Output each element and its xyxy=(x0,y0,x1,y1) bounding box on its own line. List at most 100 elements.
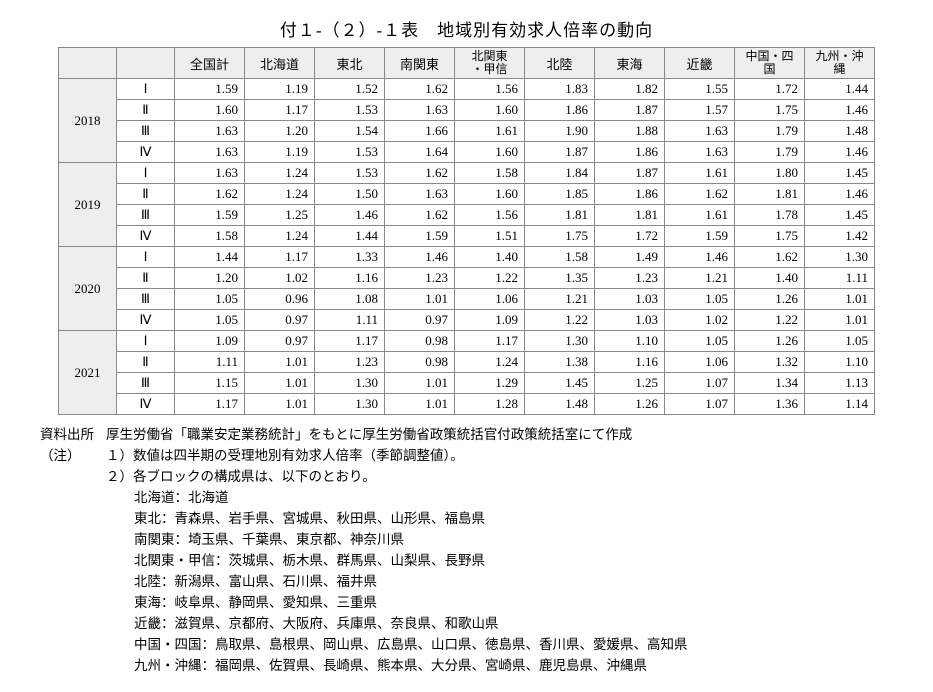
value-cell: 1.46 xyxy=(805,142,875,163)
value-cell: 1.24 xyxy=(245,163,315,184)
blank-header xyxy=(117,48,175,79)
value-cell: 1.56 xyxy=(455,205,525,226)
note-2: ２）各ブロックの構成県は、以下のとおり。 xyxy=(106,467,913,488)
value-cell: 1.19 xyxy=(245,79,315,100)
block-line: 中国・四国：鳥取県、島根県、岡山県、広島県、山口県、徳島県、香川県、愛媛県、高知… xyxy=(134,635,913,656)
value-cell: 1.82 xyxy=(595,79,665,100)
value-cell: 0.96 xyxy=(245,289,315,310)
value-cell: 1.01 xyxy=(805,310,875,331)
value-cell: 1.58 xyxy=(175,226,245,247)
value-cell: 1.19 xyxy=(245,142,315,163)
value-cell: 1.17 xyxy=(175,394,245,415)
value-cell: 1.45 xyxy=(805,205,875,226)
value-cell: 1.72 xyxy=(595,226,665,247)
value-cell: 1.63 xyxy=(175,163,245,184)
value-cell: 1.53 xyxy=(315,163,385,184)
value-cell: 1.64 xyxy=(385,142,455,163)
block-line: 九州・沖縄：福岡県、佐賀県、長崎県、熊本県、大分県、宮崎県、鹿児島県、沖縄県 xyxy=(134,656,913,677)
col-header: 九州・沖縄 xyxy=(805,48,875,79)
value-cell: 1.32 xyxy=(735,352,805,373)
value-cell: 1.62 xyxy=(385,163,455,184)
table-row: 2018Ⅰ1.591.191.521.621.561.831.821.551.7… xyxy=(59,79,875,100)
value-cell: 1.44 xyxy=(315,226,385,247)
value-cell: 1.17 xyxy=(245,247,315,268)
quarter-cell: Ⅳ xyxy=(117,226,175,247)
value-cell: 1.55 xyxy=(665,79,735,100)
value-cell: 1.03 xyxy=(595,289,665,310)
value-cell: 1.21 xyxy=(525,289,595,310)
value-cell: 1.62 xyxy=(385,79,455,100)
block-line: 南関東：埼玉県、千葉県、東京都、神奈川県 xyxy=(134,530,913,551)
value-cell: 1.59 xyxy=(665,226,735,247)
value-cell: 1.62 xyxy=(175,184,245,205)
value-cell: 1.23 xyxy=(315,352,385,373)
value-cell: 1.09 xyxy=(455,310,525,331)
col-header: 中国・四国 xyxy=(735,48,805,79)
value-cell: 1.01 xyxy=(385,373,455,394)
value-cell: 0.97 xyxy=(385,310,455,331)
value-cell: 1.24 xyxy=(455,352,525,373)
table-row: Ⅲ1.050.961.081.011.061.211.031.051.261.0… xyxy=(59,289,875,310)
value-cell: 1.22 xyxy=(735,310,805,331)
quarter-cell: Ⅲ xyxy=(117,121,175,142)
value-cell: 1.01 xyxy=(805,289,875,310)
value-cell: 1.87 xyxy=(525,142,595,163)
value-cell: 1.20 xyxy=(245,121,315,142)
value-cell: 1.59 xyxy=(385,226,455,247)
value-cell: 1.15 xyxy=(175,373,245,394)
value-cell: 1.02 xyxy=(665,310,735,331)
value-cell: 1.86 xyxy=(525,100,595,121)
value-cell: 1.61 xyxy=(455,121,525,142)
table-row: Ⅱ1.601.171.531.631.601.861.871.571.751.4… xyxy=(59,100,875,121)
value-cell: 1.79 xyxy=(735,121,805,142)
table-row: Ⅲ1.631.201.541.661.611.901.881.631.791.4… xyxy=(59,121,875,142)
value-cell: 1.01 xyxy=(245,373,315,394)
value-cell: 1.05 xyxy=(175,289,245,310)
value-cell: 1.60 xyxy=(455,100,525,121)
value-cell: 0.97 xyxy=(245,331,315,352)
value-cell: 1.30 xyxy=(315,373,385,394)
value-cell: 1.22 xyxy=(455,268,525,289)
value-cell: 1.46 xyxy=(385,247,455,268)
value-cell: 1.09 xyxy=(175,331,245,352)
value-cell: 1.20 xyxy=(175,268,245,289)
value-cell: 1.81 xyxy=(525,205,595,226)
value-cell: 1.61 xyxy=(665,205,735,226)
value-cell: 1.63 xyxy=(665,121,735,142)
value-cell: 1.79 xyxy=(735,142,805,163)
value-cell: 1.54 xyxy=(315,121,385,142)
value-cell: 1.26 xyxy=(735,289,805,310)
value-cell: 1.57 xyxy=(665,100,735,121)
value-cell: 1.53 xyxy=(315,142,385,163)
quarter-cell: Ⅱ xyxy=(117,100,175,121)
col-header: 南関東 xyxy=(385,48,455,79)
block-line: 東海：岐阜県、静岡県、愛知県、三重県 xyxy=(134,593,913,614)
value-cell: 1.62 xyxy=(665,184,735,205)
value-cell: 1.25 xyxy=(595,373,665,394)
col-header: 北関東 ・甲信 xyxy=(455,48,525,79)
value-cell: 1.16 xyxy=(595,352,665,373)
table-row: Ⅳ1.050.971.110.971.091.221.031.021.221.0… xyxy=(59,310,875,331)
value-cell: 1.01 xyxy=(245,394,315,415)
col-header: 北陸 xyxy=(525,48,595,79)
block-line: 北関東・甲信：茨城県、栃木県、群馬県、山梨県、長野県 xyxy=(134,551,913,572)
col-header: 北海道 xyxy=(245,48,315,79)
value-cell: 1.46 xyxy=(805,100,875,121)
value-cell: 1.23 xyxy=(595,268,665,289)
col-header: 東海 xyxy=(595,48,665,79)
value-cell: 1.72 xyxy=(735,79,805,100)
year-cell: 2021 xyxy=(59,331,117,415)
value-cell: 1.48 xyxy=(805,121,875,142)
table-row: Ⅳ1.171.011.301.011.281.481.261.071.361.1… xyxy=(59,394,875,415)
header-row: 全国計 北海道 東北 南関東 北関東 ・甲信 北陸 東海 近畿 中国・四国 九州… xyxy=(59,48,875,79)
quarter-cell: Ⅲ xyxy=(117,205,175,226)
quarter-cell: Ⅳ xyxy=(117,142,175,163)
value-cell: 1.02 xyxy=(245,268,315,289)
value-cell: 1.30 xyxy=(315,394,385,415)
value-cell: 1.60 xyxy=(455,142,525,163)
value-cell: 1.63 xyxy=(385,100,455,121)
value-cell: 0.98 xyxy=(385,352,455,373)
value-cell: 1.17 xyxy=(315,331,385,352)
value-cell: 1.40 xyxy=(455,247,525,268)
value-cell: 1.87 xyxy=(595,100,665,121)
